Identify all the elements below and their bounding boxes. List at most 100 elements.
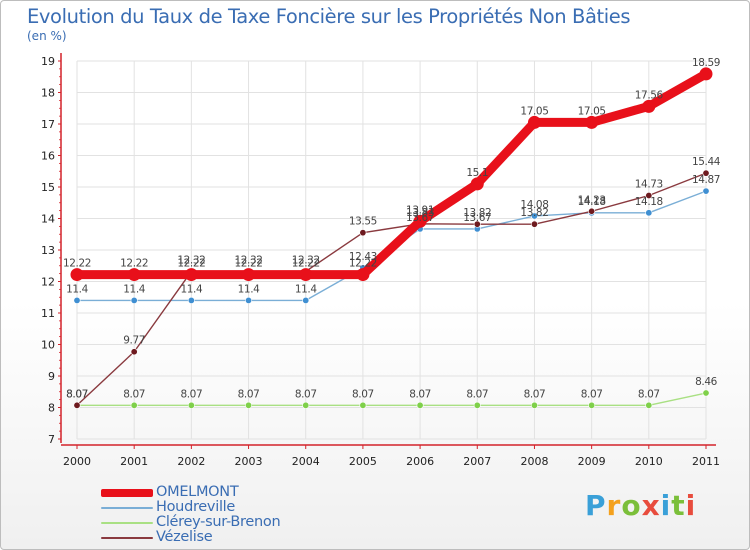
y-tick-label: 12	[41, 276, 55, 289]
y-tick-label: 7	[48, 433, 55, 446]
data-label: 13.82	[463, 207, 491, 219]
data-label: 12.43	[349, 251, 377, 263]
data-point	[645, 401, 653, 409]
data-point	[245, 296, 253, 304]
y-tick-label: 16	[41, 150, 55, 163]
proxiti-logo: Proxiti	[585, 489, 696, 522]
data-point	[359, 401, 367, 409]
x-tick-label: 2002	[177, 455, 205, 468]
data-label: 8.07	[238, 388, 260, 400]
data-point	[645, 209, 653, 217]
data-label: 14.18	[578, 196, 606, 208]
data-label: 14.87	[692, 174, 720, 186]
data-label: 8.07	[352, 388, 374, 400]
y-tick-label: 10	[41, 339, 55, 352]
series-omelmont	[70, 67, 713, 282]
data-label: 13.67	[406, 212, 434, 224]
y-tick-label: 8	[48, 402, 55, 415]
x-tick-label: 2007	[463, 455, 491, 468]
legend-label: Vézelise	[156, 529, 213, 545]
data-label: 14.23	[578, 194, 606, 206]
y-tick-label: 11	[41, 307, 55, 320]
data-point	[588, 401, 596, 409]
data-label: 14.18	[635, 196, 663, 208]
legend-item: OMELMONT	[101, 484, 331, 500]
legend-label: Clérey-sur-Brenon	[156, 514, 281, 530]
x-tick-label: 2003	[235, 455, 263, 468]
data-point	[73, 401, 81, 409]
data-label: 8.07	[123, 388, 145, 400]
x-tick-label: 2004	[292, 455, 320, 468]
y-axis-ticks: 7 8 9 10 11 12 13 14 15 16 17 18 19	[41, 55, 61, 446]
data-label: 15.1	[466, 167, 488, 179]
data-point	[356, 268, 370, 282]
x-tick-label: 2010	[635, 455, 663, 468]
data-label: 17.05	[520, 105, 548, 117]
data-point	[130, 348, 138, 356]
x-tick-label: 2009	[578, 455, 606, 468]
data-point	[302, 401, 310, 409]
data-label: 12.22	[177, 258, 205, 270]
y-unit-label: (en %)	[27, 29, 67, 43]
y-tick-label: 15	[41, 181, 55, 194]
series-v-zelise	[73, 169, 710, 409]
data-label: 13.67	[463, 212, 491, 224]
data-label: 11.4	[123, 283, 145, 295]
data-labels: 12.22 12.22 12.22 12.22 12.22 12.22 13.91 15.1 1…	[63, 57, 721, 400]
data-point	[187, 296, 195, 304]
legend-label: Houdreville	[156, 499, 236, 515]
data-point	[645, 192, 653, 200]
data-label: 17.05	[578, 105, 606, 117]
data-label: 8.07	[295, 388, 317, 400]
data-label: 12.22	[63, 258, 91, 270]
data-point	[416, 401, 424, 409]
x-tick-label: 2006	[406, 455, 434, 468]
series-line	[76, 172, 707, 406]
data-label: 11.4	[66, 283, 88, 295]
data-label: 18.59	[692, 57, 720, 69]
data-label: 14.73	[635, 179, 663, 191]
data-point	[130, 296, 138, 304]
data-label: 12.22	[120, 258, 148, 270]
data-point	[299, 268, 313, 282]
x-axis-ticks: 2000 2001 2002 2003 2004 2005 2006 2007 2008 2009…	[63, 445, 720, 468]
legend-item: Clérey-sur-Brenon	[101, 514, 331, 530]
data-point	[530, 212, 538, 220]
x-tick-label: 2005	[349, 455, 377, 468]
data-label: 12.22	[349, 258, 377, 270]
legend-item: Vézelise	[101, 529, 331, 545]
legend-swatch	[101, 537, 153, 539]
data-label: 12.32	[235, 254, 263, 266]
x-tick-label: 2000	[63, 455, 91, 468]
series-cl-rey-sur-brenon	[73, 389, 710, 409]
data-label: 11.4	[295, 283, 317, 295]
data-label: 9.77	[123, 335, 145, 347]
data-label: 8.07	[581, 388, 603, 400]
legend-swatch	[101, 489, 153, 497]
data-point	[470, 177, 484, 191]
data-point	[130, 401, 138, 409]
y-tick-label: 19	[41, 55, 55, 68]
data-label: 8.46	[695, 376, 717, 388]
data-point	[527, 115, 541, 129]
data-point	[588, 207, 596, 215]
x-tick-label: 2001	[120, 455, 148, 468]
data-point	[70, 268, 84, 282]
y-tick-label: 14	[41, 213, 55, 226]
data-label: 8.07	[466, 388, 488, 400]
data-point	[702, 389, 710, 397]
logo-letter: o	[621, 489, 642, 522]
data-label: 8.07	[66, 388, 88, 400]
legend-swatch	[101, 507, 153, 509]
data-label: 13.82	[520, 207, 548, 219]
legend-swatch	[101, 522, 153, 524]
data-point	[302, 296, 310, 304]
data-point	[702, 187, 710, 195]
data-label: 12.32	[292, 254, 320, 266]
data-point	[187, 401, 195, 409]
data-label: 12.22	[235, 258, 263, 270]
data-label: 13.55	[349, 216, 377, 228]
data-point	[413, 214, 427, 228]
data-point	[473, 401, 481, 409]
